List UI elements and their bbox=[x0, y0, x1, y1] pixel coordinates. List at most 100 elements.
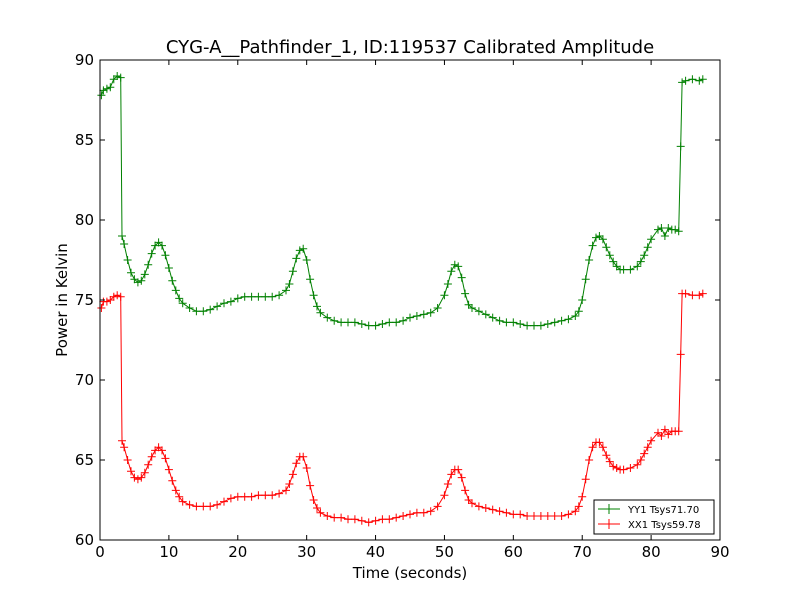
data-point bbox=[302, 256, 311, 264]
data-point bbox=[588, 241, 597, 250]
data-point bbox=[488, 313, 497, 322]
data-point bbox=[495, 316, 504, 325]
data-point bbox=[240, 492, 249, 501]
x-tick-label: 30 bbox=[297, 543, 316, 561]
data-point bbox=[647, 436, 656, 445]
y-tick-label: 85 bbox=[75, 131, 94, 149]
data-point bbox=[578, 296, 587, 304]
data-point bbox=[557, 316, 566, 325]
data-point bbox=[99, 86, 108, 95]
legend-marker-xx1 bbox=[604, 519, 614, 529]
data-point bbox=[464, 300, 473, 309]
data-point bbox=[660, 425, 669, 434]
data-point bbox=[330, 513, 339, 522]
data-point bbox=[344, 515, 352, 524]
data-point bbox=[574, 502, 583, 511]
data-point bbox=[457, 273, 466, 282]
data-point bbox=[292, 459, 301, 468]
data-point bbox=[688, 291, 697, 300]
data-point bbox=[698, 75, 707, 84]
data-point bbox=[268, 292, 277, 301]
y-tick-label: 75 bbox=[75, 291, 94, 309]
data-point bbox=[536, 321, 545, 330]
data-point bbox=[643, 243, 652, 252]
data-point bbox=[147, 249, 156, 258]
data-point bbox=[654, 428, 662, 437]
data-point bbox=[309, 496, 318, 504]
data-point bbox=[640, 449, 649, 458]
data-point bbox=[406, 313, 414, 322]
data-point bbox=[447, 267, 456, 276]
data-point bbox=[412, 312, 421, 320]
data-point bbox=[316, 308, 325, 317]
data-point bbox=[443, 480, 452, 488]
data-point bbox=[168, 276, 177, 285]
data-point bbox=[619, 465, 628, 474]
data-point bbox=[106, 296, 115, 304]
data-point bbox=[299, 452, 308, 461]
data-point bbox=[557, 512, 566, 520]
data-point bbox=[161, 454, 170, 463]
data-point bbox=[254, 292, 263, 301]
data-point bbox=[299, 244, 308, 253]
data-point bbox=[158, 241, 166, 250]
data-point bbox=[516, 510, 525, 519]
data-point bbox=[288, 267, 297, 276]
data-point bbox=[588, 443, 597, 452]
data-point bbox=[233, 294, 242, 303]
data-point bbox=[536, 512, 545, 520]
data-point bbox=[468, 304, 476, 312]
data-point bbox=[598, 235, 607, 244]
data-point bbox=[288, 470, 297, 479]
data-point bbox=[120, 240, 129, 248]
data-point bbox=[474, 307, 483, 316]
data-point bbox=[137, 276, 146, 285]
data-point bbox=[457, 473, 466, 482]
data-point bbox=[313, 504, 321, 512]
data-point bbox=[647, 235, 656, 244]
data-point bbox=[220, 497, 228, 506]
data-point bbox=[144, 460, 153, 469]
data-point bbox=[640, 251, 649, 260]
data-point bbox=[464, 496, 473, 504]
data-point bbox=[676, 142, 685, 151]
data-point bbox=[178, 497, 187, 506]
data-point bbox=[443, 280, 452, 288]
data-point bbox=[657, 224, 666, 232]
data-point bbox=[523, 512, 532, 520]
data-point bbox=[254, 491, 263, 500]
data-point bbox=[178, 299, 187, 308]
data-point bbox=[392, 513, 401, 522]
data-point bbox=[330, 316, 339, 325]
data-point bbox=[192, 502, 201, 511]
data-point bbox=[516, 320, 525, 328]
data-point bbox=[261, 292, 270, 301]
data-point bbox=[364, 518, 373, 527]
data-point bbox=[350, 318, 359, 327]
data-point bbox=[113, 72, 122, 80]
data-point bbox=[440, 291, 449, 300]
data-point bbox=[633, 460, 642, 469]
data-point bbox=[116, 73, 125, 82]
data-point bbox=[213, 302, 222, 311]
data-point bbox=[282, 486, 290, 495]
legend-label-yy1: YY1 Tsys71.70 bbox=[627, 505, 699, 516]
data-point bbox=[523, 321, 532, 330]
data-point bbox=[323, 313, 332, 322]
series-markers-yy1 bbox=[97, 72, 707, 330]
data-point bbox=[602, 451, 611, 460]
data-point bbox=[585, 456, 594, 464]
series-markers-xx1 bbox=[97, 289, 707, 527]
data-point bbox=[454, 465, 463, 474]
x-axis-title: Time (seconds) bbox=[352, 564, 468, 582]
data-point bbox=[612, 464, 621, 472]
data-point bbox=[676, 350, 685, 359]
data-point bbox=[412, 508, 421, 517]
data-point bbox=[268, 491, 277, 500]
y-tick-label: 60 bbox=[75, 531, 94, 549]
y-tick-label: 80 bbox=[75, 211, 94, 229]
data-point bbox=[664, 430, 673, 439]
data-point bbox=[161, 251, 170, 260]
data-point bbox=[118, 232, 126, 240]
